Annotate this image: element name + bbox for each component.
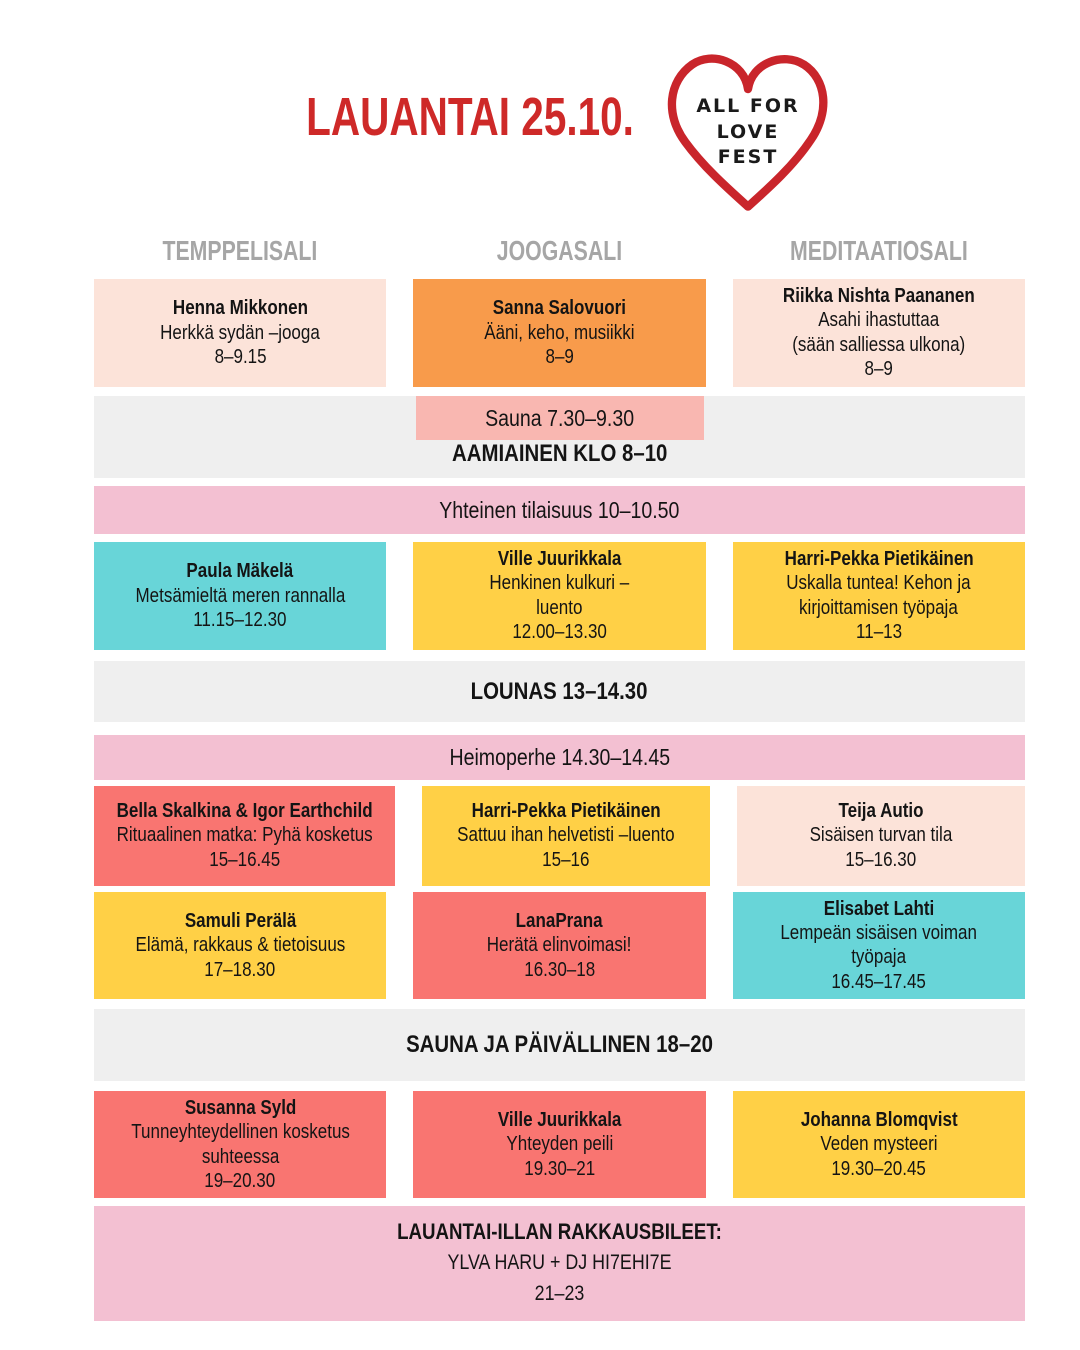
session-card: Teija Autio Sisäisen turvan tila 15–16.3… xyxy=(737,785,1025,886)
speaker-name: Samuli Perälä xyxy=(184,909,296,932)
session-card: Harri-Pekka Pietikäinen Sattuu ihan helv… xyxy=(422,785,711,886)
lunch-band: LOUNAS 13–14.30 xyxy=(94,660,1025,723)
breakfast-band: Sauna 7.30–9.30 AAMIAINEN KLO 8–10 xyxy=(94,395,1025,478)
session-card: Johanna Blomqvist Veden mysteeri 19.30–2… xyxy=(732,1090,1025,1199)
session-time: 15–16.45 xyxy=(209,848,281,871)
session-row: Henna Mikkonen Herkkä sydän –jooga 8–9.1… xyxy=(94,279,1025,387)
speaker-name: Paula Mäkelä xyxy=(186,560,294,583)
speaker-name: Henna Mikkonen xyxy=(172,297,308,320)
session-desc: Yhteyden peili xyxy=(506,1133,613,1156)
session-time: 17–18.30 xyxy=(204,958,276,981)
heart-logo-line: LOVE xyxy=(716,120,780,143)
heart-logo-line: ALL FOR xyxy=(696,95,800,117)
speaker-name: Harri-Pekka Pietikäinen xyxy=(471,800,661,823)
session-card: Samuli Perälä Elämä, rakkaus & tietoisuu… xyxy=(94,891,387,1000)
session-time: 19.30–21 xyxy=(524,1157,595,1180)
speaker-name: Riikka Nishta Paananen xyxy=(782,285,975,307)
venue-headers: TEMPPELISALI JOOGASALI MEDITAATIOSALI xyxy=(94,233,1025,267)
heart-icon xyxy=(667,54,828,211)
session-time: 19.30–20.45 xyxy=(831,1157,927,1180)
speaker-name: Ville Juurikkala xyxy=(497,548,622,571)
session-desc: Veden mysteeri xyxy=(820,1133,938,1156)
session-desc: Tunneyhteydellinen kosketus suhteessa xyxy=(130,1121,350,1168)
session-row: Bella Skalkina & Igor Earthchild Rituaal… xyxy=(94,785,1025,886)
speaker-name: Elisabet Lahti xyxy=(823,897,935,920)
party-title: LAUANTAI-ILLAN RAKKAUSBILEET: xyxy=(397,1219,722,1245)
session-time: 8–9.15 xyxy=(214,345,267,368)
session-desc: Sattuu ihan helvetisti –luento xyxy=(457,824,675,847)
venue-header-meditaatiosali: MEDITAATIOSALI xyxy=(789,235,968,266)
session-card: Elisabet Lahti Lempeän sisäisen voiman t… xyxy=(732,891,1025,1000)
speaker-name: Bella Skalkina & Igor Earthchild xyxy=(116,800,373,823)
session-time: 19–20.30 xyxy=(204,1169,276,1192)
sauna-morning-label: Sauna 7.30–9.30 xyxy=(485,404,634,431)
session-card: Paula Mäkelä Metsämieltä meren rannalla … xyxy=(94,542,387,650)
session-desc: Henkinen kulkuri – luento xyxy=(489,572,630,619)
sauna-dinner-label: SAUNA JA PÄIVÄLLINEN 18–20 xyxy=(406,1031,713,1059)
session-card: Bella Skalkina & Igor Earthchild Rituaal… xyxy=(94,785,396,886)
speaker-name: LanaPrana xyxy=(516,909,603,932)
session-card: Harri-Pekka Pietikäinen Uskalla tuntea! … xyxy=(732,542,1025,650)
session-card: Sanna Salovuori Ääni, keho, musiikki 8–9 xyxy=(413,279,706,387)
session-time: 8–9 xyxy=(545,345,574,368)
party-band: LAUANTAI-ILLAN RAKKAUSBILEET: YLVA HARU … xyxy=(94,1206,1025,1322)
session-card: Ville Juurikkala Henkinen kulkuri – luen… xyxy=(413,542,706,650)
sauna-morning-band: Sauna 7.30–9.30 xyxy=(415,395,704,440)
sauna-dinner-band: SAUNA JA PÄIVÄLLINEN 18–20 xyxy=(94,1009,1025,1081)
session-time: 12.00–13.30 xyxy=(512,621,607,644)
session-row: Samuli Perälä Elämä, rakkaus & tietoisuu… xyxy=(94,891,1025,1000)
session-time: 15–16 xyxy=(542,848,590,871)
session-row: Susanna Syld Tunneyhteydellinen kosketus… xyxy=(94,1090,1025,1199)
session-time: 8–9 xyxy=(864,358,893,381)
session-desc: Lempeän sisäisen voiman työpaja xyxy=(780,922,978,969)
gathering-label: Yhteinen tilaisuus 10–10.50 xyxy=(439,496,680,523)
venue-header-temppelisali: TEMPPELISALI xyxy=(162,235,318,266)
session-desc: Asahi ihastuttaa (sään salliessa ulkona) xyxy=(792,309,966,356)
gathering-band: Yhteinen tilaisuus 10–10.50 xyxy=(94,485,1025,535)
page-title: LAUANTAI 25.10. xyxy=(306,87,634,147)
speaker-name: Ville Juurikkala xyxy=(497,1108,622,1131)
schedule-grid: TEMPPELISALI JOOGASALI MEDITAATIOSALI He… xyxy=(94,233,1025,1322)
session-card: Susanna Syld Tunneyhteydellinen kosketus… xyxy=(94,1090,387,1199)
speaker-name: Harri-Pekka Pietikäinen xyxy=(784,548,974,571)
session-time: 15–16.30 xyxy=(845,848,917,871)
session-desc: Rituaalinen matka: Pyhä kosketus xyxy=(116,824,373,847)
session-card: Ville Juurikkala Yhteyden peili 19.30–21 xyxy=(413,1090,706,1199)
heimoperhe-band: Heimoperhe 14.30–14.45 xyxy=(94,735,1025,780)
session-desc: Metsämieltä meren rannalla xyxy=(135,584,346,607)
speaker-name: Sanna Salovuori xyxy=(492,297,627,320)
heart-logo: ALL FOR LOVE FEST xyxy=(650,42,846,224)
session-row: Paula Mäkelä Metsämieltä meren rannalla … xyxy=(94,542,1025,650)
heimoperhe-label: Heimoperhe 14.30–14.45 xyxy=(449,744,670,771)
party-artists: YLVA HARU + DJ HI7EHI7E xyxy=(447,1251,672,1275)
session-time: 16.30–18 xyxy=(524,958,595,981)
speaker-name: Johanna Blomqvist xyxy=(800,1108,958,1131)
session-card: LanaPrana Herätä elinvoimasi! 16.30–18 xyxy=(413,891,706,1000)
breakfast-label: AAMIAINEN KLO 8–10 xyxy=(451,440,668,467)
venue-header-joogasali: JOOGASALI xyxy=(496,235,623,266)
heart-logo-line: FEST xyxy=(717,146,779,169)
session-desc: Sisäisen turvan tila xyxy=(809,824,953,847)
heart-logo-text: ALL FOR LOVE FEST xyxy=(650,94,846,171)
session-desc: Herätä elinvoimasi! xyxy=(487,934,632,957)
session-desc: Elämä, rakkaus & tietoisuus xyxy=(135,934,346,957)
session-time: 16.45–17.45 xyxy=(831,970,927,993)
session-card: Henna Mikkonen Herkkä sydän –jooga 8–9.1… xyxy=(94,279,387,387)
session-time: 11–13 xyxy=(855,621,902,644)
party-time: 21–23 xyxy=(534,1281,585,1305)
lunch-label: LOUNAS 13–14.30 xyxy=(471,677,648,705)
speaker-name: Susanna Syld xyxy=(184,1096,296,1119)
session-desc: Herkkä sydän –jooga xyxy=(160,321,321,344)
session-desc: Ääni, keho, musiikki xyxy=(484,321,635,344)
speaker-name: Teija Autio xyxy=(838,800,924,823)
session-desc: Uskalla tuntea! Kehon ja kirjoittamisen … xyxy=(786,572,971,619)
session-card: Riikka Nishta Paananen Asahi ihastuttaa … xyxy=(732,279,1025,387)
poster-header: LAUANTAI 25.10. ALL FOR LOVE FEST xyxy=(0,0,1080,233)
session-time: 11.15–12.30 xyxy=(193,609,287,631)
